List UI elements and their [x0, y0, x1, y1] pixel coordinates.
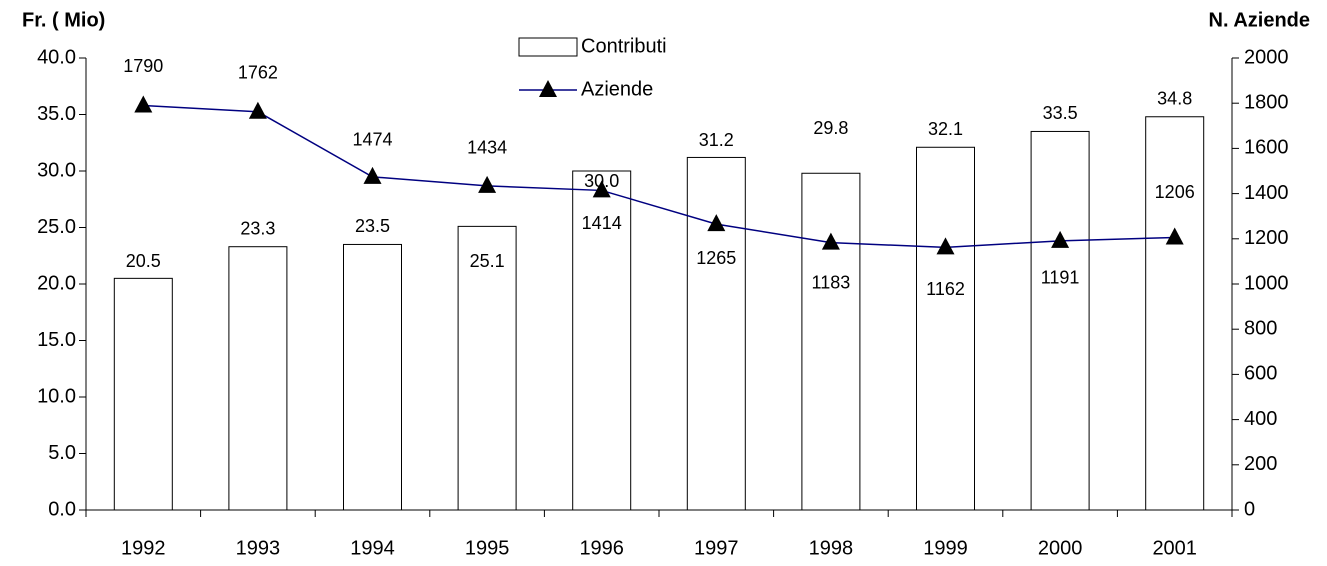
legend-swatch [518, 37, 578, 57]
line-marker [707, 214, 726, 232]
line-value-label: 1265 [696, 248, 736, 268]
y2-tick-label: 1000 [1244, 272, 1289, 294]
y-tick-label: 40.0 [37, 46, 76, 68]
y-tick-label: 0.0 [48, 498, 76, 520]
y-tick-label: 10.0 [37, 385, 76, 407]
line-marker [1165, 227, 1184, 245]
y-tick-label: 35.0 [37, 103, 76, 125]
y-tick-label: 15.0 [37, 329, 76, 351]
y2-tick-label: 800 [1244, 317, 1277, 339]
line-value-label: 1206 [1155, 182, 1195, 202]
y-tick-label: 25.0 [37, 216, 76, 238]
line-value-label: 1191 [1041, 268, 1080, 288]
bar [572, 170, 632, 511]
legend-label: Contributi [581, 35, 667, 57]
bar [1145, 116, 1205, 511]
y2-tick-label: 200 [1244, 453, 1277, 475]
x-tick-label: 1995 [465, 537, 510, 559]
bar-value-label: 33.5 [1043, 103, 1078, 123]
x-tick-label: 1996 [579, 537, 624, 559]
bar-value-label: 23.5 [355, 216, 390, 236]
bar [1030, 130, 1090, 511]
line-marker [134, 95, 153, 113]
y2-tick-label: 1400 [1244, 182, 1289, 204]
bar-value-label: 23.3 [240, 218, 275, 238]
line-value-label: 1183 [812, 272, 851, 292]
line-marker [248, 101, 267, 119]
line-marker [478, 175, 497, 193]
bar [801, 172, 861, 511]
x-tick-label: 1997 [694, 537, 739, 559]
bar [343, 243, 402, 511]
line [143, 104, 1175, 249]
line-value-label: 1162 [926, 279, 965, 299]
line-marker [592, 180, 611, 198]
x-tick-label: 2000 [1038, 537, 1083, 559]
y-axis-title: Fr. ( Mio) [22, 9, 105, 31]
line-marker [363, 166, 382, 184]
bar [113, 277, 173, 511]
bar-value-label: 29.8 [813, 118, 848, 138]
line-value-label: 1790 [123, 56, 163, 76]
line-value-label: 1474 [352, 130, 392, 150]
x-tick-label: 1999 [923, 537, 968, 559]
line-marker [821, 232, 840, 250]
line-marker [936, 237, 955, 255]
bar-value-label: 32.1 [928, 119, 963, 139]
x-tick-label: 1998 [809, 537, 854, 559]
y2-axis-title: N. Aziende [1209, 9, 1311, 31]
x-tick-label: 1992 [121, 537, 166, 559]
bar [916, 146, 975, 511]
x-tick-label: 1993 [236, 537, 281, 559]
y2-tick-label: 2000 [1244, 46, 1289, 68]
y2-tick-label: 1600 [1244, 137, 1289, 159]
bar-value-label: 25.1 [470, 251, 505, 271]
y-tick-label: 20.0 [37, 272, 76, 294]
bar [228, 246, 288, 511]
line-value-label: 1434 [467, 138, 507, 158]
line-value-label: 1414 [582, 213, 622, 233]
y2-tick-label: 400 [1244, 408, 1277, 430]
bar-value-label: 34.8 [1157, 89, 1192, 109]
bar [457, 225, 517, 511]
y-tick-label: 5.0 [48, 442, 76, 464]
x-tick-label: 1994 [350, 537, 395, 559]
line-value-label: 1762 [238, 63, 278, 83]
bar [686, 156, 746, 511]
y2-tick-label: 1200 [1244, 227, 1289, 249]
line-marker [1051, 230, 1070, 248]
bar-value-label: 31.2 [699, 130, 734, 150]
legend-label: Aziende [581, 78, 653, 100]
y2-tick-label: 600 [1244, 363, 1277, 385]
bar-value-label: 20.5 [126, 251, 161, 271]
y-tick-label: 30.0 [37, 159, 76, 181]
y2-tick-label: 0 [1244, 498, 1255, 520]
y2-tick-label: 1800 [1244, 91, 1289, 113]
x-tick-label: 2001 [1152, 537, 1197, 559]
legend-marker [539, 80, 557, 97]
